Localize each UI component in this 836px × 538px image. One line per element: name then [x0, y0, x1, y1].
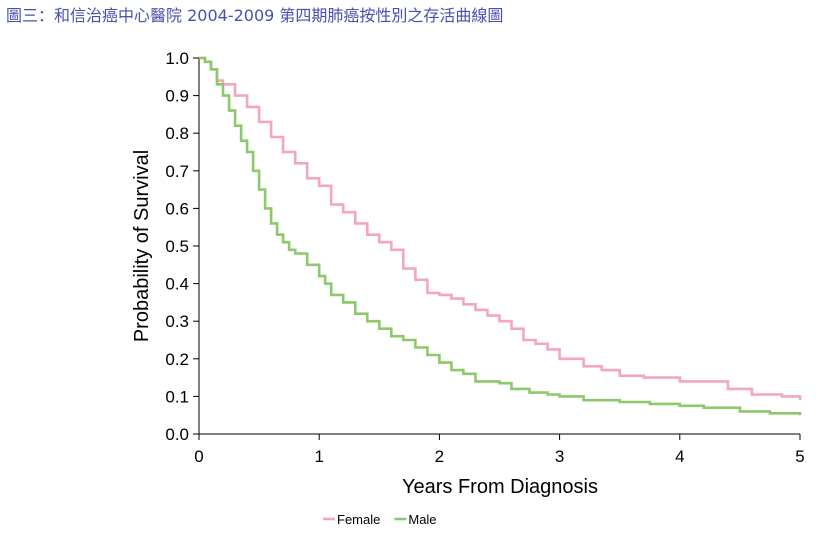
series-line-female [199, 56, 802, 401]
legend-label-male: Male [408, 512, 436, 527]
legend: Female Male [323, 512, 437, 527]
y-axis-label: Probability of Survival [131, 150, 153, 342]
y-tick-label: 0.9 [165, 87, 189, 106]
y-tick-label: 1.0 [165, 49, 189, 68]
x-tick-label: 0 [194, 447, 203, 466]
x-axis-label: Years From Diagnosis [402, 476, 598, 498]
legend-label-female: Female [337, 512, 380, 527]
axes: 0.0 0.1 0.2 0.3 0.4 0.5 0.6 0.7 0.8 0.9 1.0 0 1 2 3 4 5 [165, 49, 804, 466]
y-tick-label: 0.7 [165, 162, 189, 181]
x-tick-label: 5 [795, 447, 804, 466]
x-tick-label: 4 [675, 447, 684, 466]
y-tick-label: 0.8 [165, 124, 189, 143]
series-line-male [199, 56, 802, 416]
y-tick-label: 0.3 [165, 312, 189, 331]
y-tick-label: 0.6 [165, 199, 189, 218]
y-tick-label: 0.4 [165, 275, 189, 294]
x-tick-label: 1 [314, 447, 323, 466]
y-tick-label: 0.0 [165, 425, 189, 444]
y-tick-label: 0.1 [165, 387, 189, 406]
x-tick-label: 3 [555, 447, 564, 466]
figure-title: 圖三：和信治癌中心醫院 2004-2009 第四期肺癌按性別之存活曲線圖 [6, 6, 504, 25]
y-tick-label: 0.5 [165, 237, 189, 256]
y-tick-label: 0.2 [165, 350, 189, 369]
x-tick-label: 2 [435, 447, 444, 466]
series-layer [199, 56, 802, 416]
